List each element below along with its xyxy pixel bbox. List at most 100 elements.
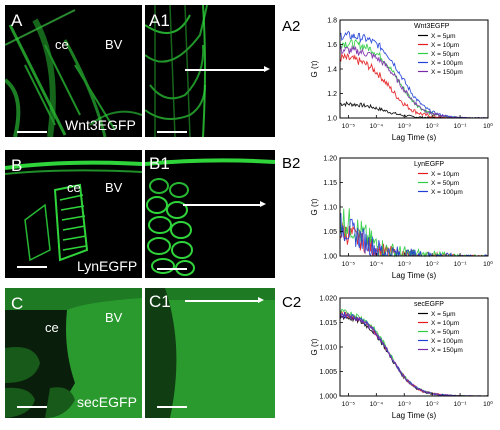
fcs-chart-svg: 10⁻⁵ 10⁻⁴ 10⁻³ 10⁻² 10⁻¹ 10⁰ 1.00 1.05 1.10 1.15 1…: [310, 156, 493, 281]
x-tick-label: 10⁰: [483, 260, 493, 268]
legend-title: secEGFP: [414, 301, 444, 308]
y-tick-label: 1.6: [327, 42, 337, 49]
legend-title: Wnt3EGFP: [414, 23, 450, 30]
y-tick-label: 1.00: [323, 254, 337, 261]
scale-bar: [17, 131, 47, 133]
legend-entry: X = 150μm: [431, 69, 463, 76]
x-tick-label: 10⁻³: [398, 123, 412, 130]
x-tick-label: 10⁻⁴: [370, 401, 384, 408]
marker-label-lynegfp: LynEGFP: [77, 258, 138, 274]
legend-entry: X = 5μm: [431, 311, 456, 318]
legend-entry: X = 50μm: [431, 180, 459, 187]
legend-entry: X = 100μm: [431, 60, 463, 67]
series-line: [339, 52, 488, 119]
legend-entry: X = 10μm: [431, 320, 459, 327]
fcs-chart-svg: 10⁻⁵ 10⁻⁴ 10⁻³ 10⁻² 10⁻¹ 10⁰ 1.000 1.005 1.010 1.…: [310, 296, 493, 421]
y-axis-label: G (τ): [310, 338, 319, 355]
legend-entry: X = 100μm: [431, 338, 463, 345]
region-label-bv: BV: [105, 180, 123, 195]
panel-label-c2: C2: [282, 294, 302, 311]
y-tick-label: 1.005: [319, 369, 337, 376]
series-line: [339, 311, 489, 397]
x-axis-label: Lag Time (s): [392, 133, 437, 142]
y-tick-label: 1.8: [327, 18, 337, 25]
x-tick-label: 10⁻⁵: [342, 123, 356, 130]
legend-entry: X = 5μm: [431, 33, 456, 40]
legend-entry: X = 100μm: [431, 189, 463, 196]
micrograph-c1: C1: [145, 288, 275, 418]
fcs-chart-svg: 10⁻⁵ 10⁻⁴ 10⁻³ 10⁻² 10⁻¹ 10⁰ 1.0 1.2 1.4 1.6 1.8 La…: [310, 18, 493, 143]
x-tick-label: 10⁻²: [426, 401, 440, 408]
marker-label-wnt3egfp: Wnt3EGFP: [65, 117, 136, 133]
series-line: [339, 310, 489, 397]
region-label-ce: ce: [45, 320, 59, 335]
measurement-arrow: [185, 66, 270, 72]
panel-label-a2: A2: [282, 18, 301, 35]
y-tick-label: 1.2: [327, 91, 337, 98]
x-tick-label: 10⁻⁴: [370, 261, 384, 268]
micrograph-b-image: [5, 160, 142, 262]
y-tick-label: 1.4: [327, 67, 337, 74]
scale-bar: [17, 406, 47, 408]
legend-entry: X = 150μm: [431, 347, 463, 354]
panel-label-c1: C1: [149, 292, 171, 311]
fcs-chart-wnt3egfp: 10⁻⁵ 10⁻⁴ 10⁻³ 10⁻² 10⁻¹ 10⁰ 1.0 1.2 1.4 1.6 1.8 La…: [310, 14, 495, 144]
legend-entry: X = 10μm: [431, 171, 459, 178]
panel-label-a1: A1: [149, 11, 170, 30]
series-line: [339, 208, 488, 258]
scale-bar: [157, 268, 187, 270]
scale-bar: [157, 406, 187, 408]
micrograph-c1-image: [145, 288, 275, 418]
y-tick-label: 1.015: [319, 320, 337, 327]
x-tick-label: 10⁻¹: [454, 261, 468, 268]
micrograph-b1: B1: [145, 150, 275, 278]
micrograph-a1-image: [145, 5, 208, 137]
x-tick-label: 10⁰: [483, 400, 493, 408]
scale-bar: [17, 266, 47, 268]
x-tick-label: 10⁻²: [426, 123, 440, 130]
panel-label-a: A: [11, 11, 23, 30]
measurement-arrow: [183, 201, 266, 207]
micrograph-a-image: [5, 9, 142, 137]
x-tick-label: 10⁻¹: [454, 123, 468, 130]
x-tick-label: 10⁻⁵: [342, 261, 356, 268]
scale-bar: [157, 131, 187, 133]
plot-frame: [339, 297, 489, 397]
x-tick-label: 10⁻¹: [454, 401, 468, 408]
series-line: [339, 314, 489, 397]
x-tick-label: 10⁻³: [398, 261, 412, 268]
x-axis-label: Lag Time (s): [392, 271, 437, 280]
y-tick-label: 1.0: [327, 116, 337, 123]
panel-label-b1: B1: [149, 154, 170, 173]
series-line: [339, 313, 489, 397]
y-tick-label: 1.20: [323, 156, 337, 163]
micrograph-b: B ce BV LynEGFP: [5, 150, 142, 278]
y-tick-label: 1.10: [323, 205, 337, 212]
y-tick-label: 1.020: [319, 296, 337, 303]
legend-title: LynEGFP: [414, 161, 444, 168]
micrograph-c: C ce BV secEGFP: [5, 288, 142, 418]
legend-entry: X = 50μm: [431, 51, 459, 58]
micrograph-c-image: [5, 288, 142, 418]
y-tick-label: 1.05: [323, 229, 337, 236]
region-label-ce: ce: [55, 37, 69, 52]
micrograph-a1: A1: [145, 5, 275, 137]
legend-entry: X = 10μm: [431, 42, 459, 49]
panel-label-b2: B2: [282, 155, 301, 172]
x-tick-label: 10⁻⁴: [370, 123, 384, 130]
y-tick-label: 1.000: [319, 394, 337, 401]
x-tick-label: 10⁻⁵: [342, 401, 356, 408]
x-tick-label: 10⁰: [483, 122, 493, 130]
measurement-arrow: [185, 297, 264, 303]
region-label-bv: BV: [105, 37, 123, 52]
x-axis-label: Lag Time (s): [392, 411, 437, 420]
panel-label-c: C: [11, 294, 24, 313]
y-axis-label: G (τ): [310, 60, 319, 77]
legend-entry: X = 50μm: [431, 329, 459, 336]
y-tick-label: 1.010: [319, 345, 337, 352]
x-tick-label: 10⁻³: [398, 401, 412, 408]
fcs-chart-lynegfp: 10⁻⁵ 10⁻⁴ 10⁻³ 10⁻² 10⁻¹ 10⁰ 1.00 1.05 1.10 1.15 1…: [310, 152, 495, 282]
marker-label-secegfp: secEGFP: [77, 394, 137, 410]
panel-label-b: B: [11, 156, 23, 175]
y-tick-label: 1.15: [323, 180, 337, 187]
